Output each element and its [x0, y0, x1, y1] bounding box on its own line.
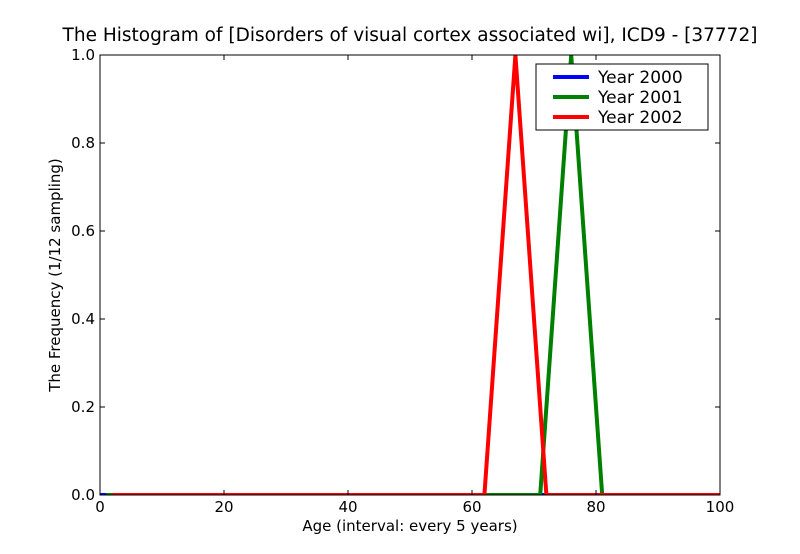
x-tick-label: 40 [338, 498, 357, 516]
y-axis-label: The Frequency (1/12 sampling) [46, 158, 64, 393]
plot-frame [99, 54, 721, 496]
y-tick-label: 0.0 [71, 486, 95, 504]
x-tick-label: 80 [586, 498, 605, 516]
chart-title: The Histogram of [Disorders of visual co… [62, 25, 758, 46]
y-tick-label: 1.0 [71, 46, 95, 64]
legend-label: Year 2001 [597, 88, 683, 108]
x-tick-label: 20 [214, 498, 233, 516]
y-tick-label: 0.8 [71, 134, 95, 152]
y-tick-label: 0.4 [71, 310, 95, 328]
x-tick-label: 60 [462, 498, 481, 516]
legend-label: Year 2000 [597, 68, 683, 88]
legend-label: Year 2002 [597, 108, 683, 128]
x-tick-label: 100 [706, 498, 735, 516]
y-tick-label: 0.2 [71, 398, 95, 416]
x-tick-label: 0 [95, 498, 105, 516]
x-axis-label: Age (interval: every 5 years) [302, 517, 517, 535]
y-tick-label: 0.6 [71, 222, 95, 240]
